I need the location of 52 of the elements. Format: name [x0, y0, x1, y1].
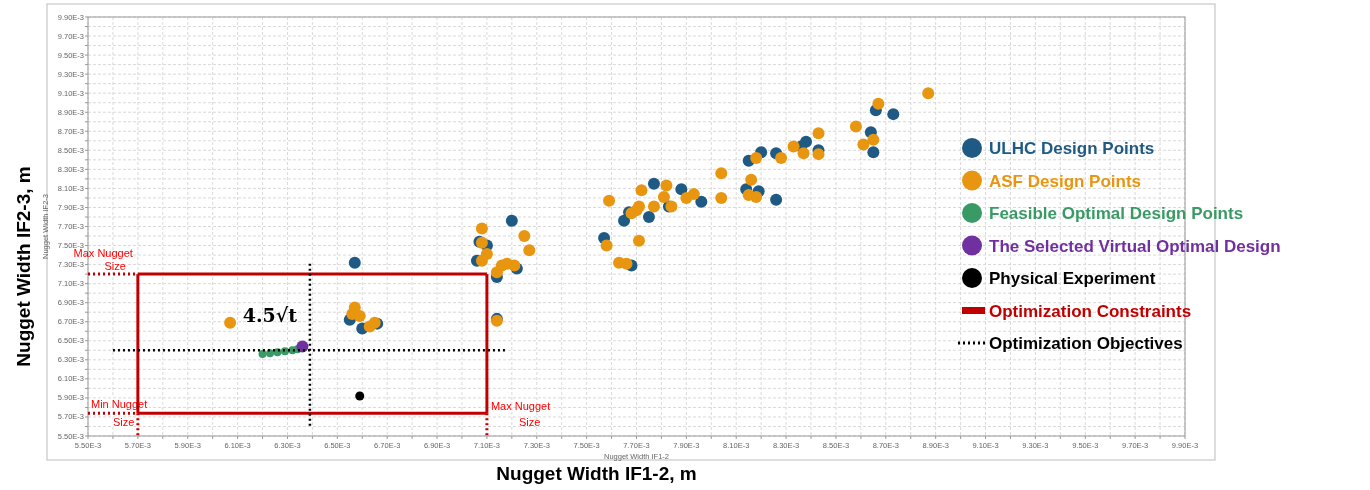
point [258, 350, 267, 359]
point [475, 222, 488, 235]
legend-label: Physical Experiment [989, 269, 1156, 288]
annotation: Optimization Constraints [989, 301, 1192, 321]
annotation: 4.5√t [242, 304, 298, 327]
y-axis-title: Nugget Width IF2-3, m [13, 166, 34, 367]
point [715, 191, 728, 204]
point [745, 173, 758, 186]
point [635, 184, 648, 197]
point [224, 316, 237, 329]
point [872, 97, 885, 110]
point [657, 190, 670, 203]
point [630, 204, 643, 217]
point [647, 177, 660, 190]
legend-label: ULHC Design Points [989, 139, 1155, 158]
point [475, 254, 488, 267]
legend-label: ASF Design Points [989, 171, 1142, 191]
point [348, 256, 361, 269]
point [600, 239, 613, 252]
point [647, 200, 660, 213]
point [603, 194, 616, 207]
legend-label: Feasible Optimal Design Points [989, 204, 1244, 223]
point [695, 195, 708, 208]
point [812, 148, 825, 161]
legend-label: The Selected Virtual Optimal Design [989, 236, 1281, 256]
point [618, 214, 631, 227]
point [523, 244, 536, 257]
point [922, 87, 935, 100]
point [750, 151, 763, 164]
point [632, 234, 645, 247]
point [775, 151, 788, 164]
point [867, 146, 880, 159]
point [750, 190, 763, 203]
point [857, 138, 870, 151]
point [355, 391, 365, 401]
point [642, 210, 655, 223]
point [490, 266, 503, 279]
point [770, 193, 783, 206]
x-axis-title: Nugget Width IF1-2, m [496, 463, 697, 484]
point [787, 140, 800, 153]
point [518, 230, 531, 243]
point [812, 127, 825, 140]
legend-label: Optimization Objectives [989, 334, 1183, 353]
point [797, 147, 810, 160]
point [887, 108, 900, 121]
point [687, 188, 700, 201]
point [660, 179, 673, 192]
ref-line-label: Max Nugget Size [490, 400, 551, 429]
point [715, 167, 728, 180]
point [849, 120, 862, 133]
point [505, 214, 518, 227]
point [867, 133, 880, 146]
